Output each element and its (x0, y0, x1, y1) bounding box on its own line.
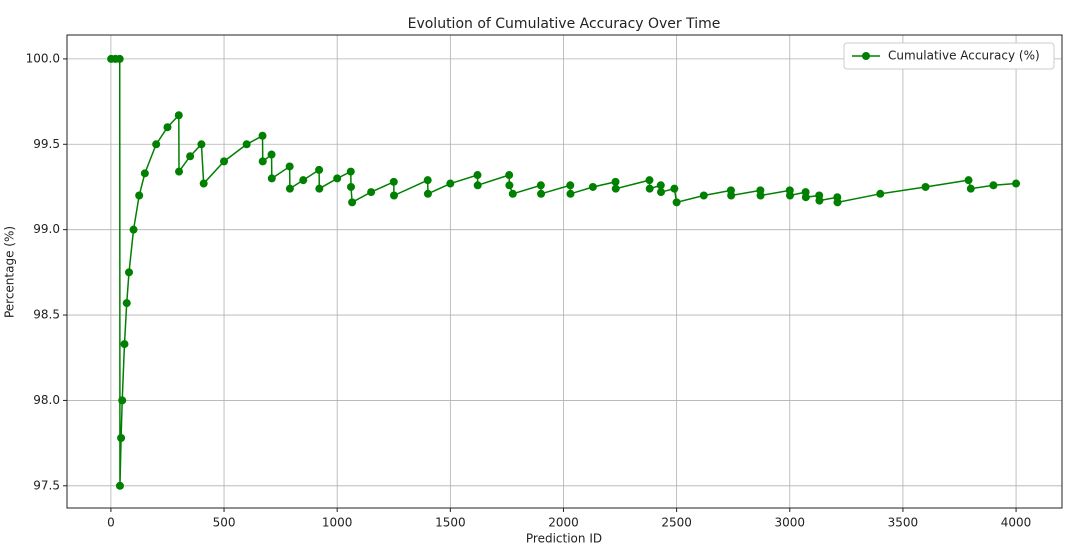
point (966, 184, 975, 193)
x-tick-label: 3500 (888, 516, 919, 530)
point (815, 196, 824, 205)
point (117, 433, 126, 442)
point (346, 167, 355, 176)
point (921, 182, 930, 191)
point (588, 182, 597, 191)
point (670, 184, 679, 193)
point (537, 189, 546, 198)
point (536, 181, 545, 190)
x-tick-label: 2000 (548, 516, 579, 530)
point (833, 198, 842, 207)
point (175, 167, 184, 176)
point (267, 174, 276, 183)
point (186, 152, 195, 161)
point (299, 176, 308, 185)
point (199, 179, 208, 188)
legend-label: Cumulative Accuracy (%) (888, 49, 1040, 63)
point (423, 176, 432, 185)
point (611, 184, 620, 193)
point (645, 176, 654, 185)
y-axis-label: Percentage (%) (3, 226, 17, 318)
point (656, 181, 665, 190)
point (315, 184, 324, 193)
chart-title: Evolution of Cumulative Accuracy Over Ti… (408, 16, 721, 32)
point (125, 268, 134, 277)
point (115, 481, 124, 490)
point (122, 299, 131, 308)
point (242, 140, 251, 149)
point (611, 177, 620, 186)
point (197, 140, 206, 149)
point (699, 191, 708, 200)
y-tick-label: 98.0 (33, 393, 60, 407)
point (367, 188, 376, 197)
x-tick-label: 3000 (774, 516, 805, 530)
x-tick-label: 4000 (1001, 516, 1032, 530)
point (989, 181, 998, 190)
y-tick-label: 98.5 (33, 308, 60, 322)
point (163, 123, 172, 132)
point (140, 169, 149, 178)
point (423, 189, 432, 198)
point (645, 184, 654, 193)
point (174, 111, 183, 120)
point (672, 198, 681, 207)
point (785, 191, 794, 200)
point (129, 225, 138, 234)
point (258, 157, 267, 166)
x-tick-label: 500 (213, 516, 236, 530)
y-tick-label: 99.5 (33, 137, 60, 151)
point (135, 191, 144, 200)
point (756, 191, 765, 200)
point (566, 181, 575, 190)
point (258, 131, 267, 140)
point (285, 162, 294, 171)
point (220, 157, 229, 166)
point (473, 181, 482, 190)
point (389, 191, 398, 200)
point (115, 54, 124, 63)
x-tick-label: 1000 (322, 516, 353, 530)
point (346, 182, 355, 191)
x-axis-label: Prediction ID (526, 532, 602, 545)
point (118, 396, 127, 405)
point (120, 340, 129, 349)
point (508, 189, 517, 198)
point (566, 189, 575, 198)
point (876, 189, 885, 198)
plot-frame (66, 34, 1063, 509)
point (285, 184, 294, 193)
x-tick-label: 0 (107, 516, 115, 530)
point (446, 179, 455, 188)
point (727, 191, 736, 200)
point (505, 171, 514, 180)
y-tick-label: 100.0 (26, 51, 60, 65)
point (1012, 179, 1021, 188)
x-tick-label: 2500 (661, 516, 692, 530)
point (505, 181, 514, 190)
point (964, 176, 973, 185)
point (473, 171, 482, 180)
point (657, 188, 666, 197)
point (389, 177, 398, 186)
point (315, 165, 324, 174)
point (267, 150, 276, 159)
x-tick-label: 1500 (435, 516, 466, 530)
legend-marker (862, 52, 870, 60)
legend-box (843, 42, 1055, 70)
y-tick-label: 97.5 (33, 478, 60, 492)
point (152, 140, 161, 149)
y-tick-label: 99.0 (33, 222, 60, 236)
point (801, 193, 810, 202)
point (348, 198, 357, 207)
point (333, 174, 342, 183)
